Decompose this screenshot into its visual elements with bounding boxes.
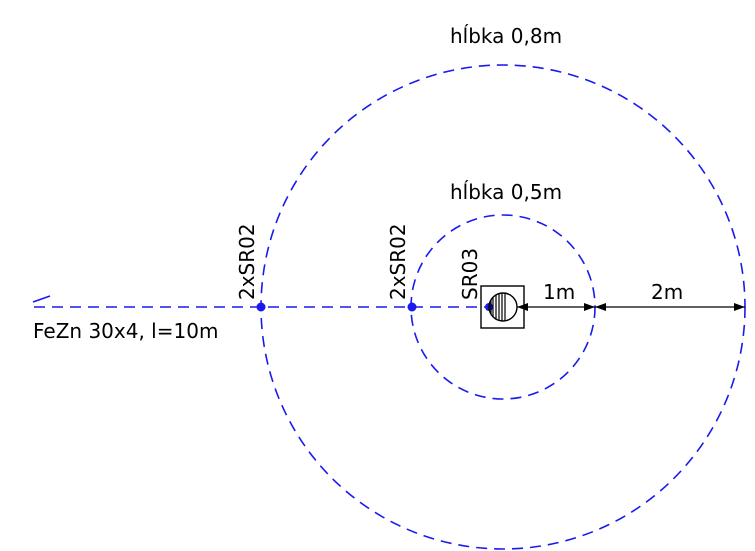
connection-point-outer — [256, 302, 266, 312]
connector-inner-label: 2xSR02 — [386, 223, 410, 300]
dimension-outer-label: 2m — [651, 280, 683, 304]
strip-label: FeZn 30x4, l=10m — [33, 319, 218, 343]
outer-depth-label: hĺbka 0,8m — [450, 24, 562, 48]
connection-point-inner — [407, 302, 417, 312]
strip-end-tick — [32, 295, 51, 303]
dimension-inner — [517, 303, 595, 311]
dimension-inner-label: 1m — [543, 280, 575, 304]
dimension-outer — [595, 303, 745, 311]
inner-depth-label: hĺbka 0,5m — [450, 180, 562, 204]
connector-outer-label: 2xSR02 — [235, 223, 259, 300]
connector-center-label: SR03 — [458, 248, 482, 300]
